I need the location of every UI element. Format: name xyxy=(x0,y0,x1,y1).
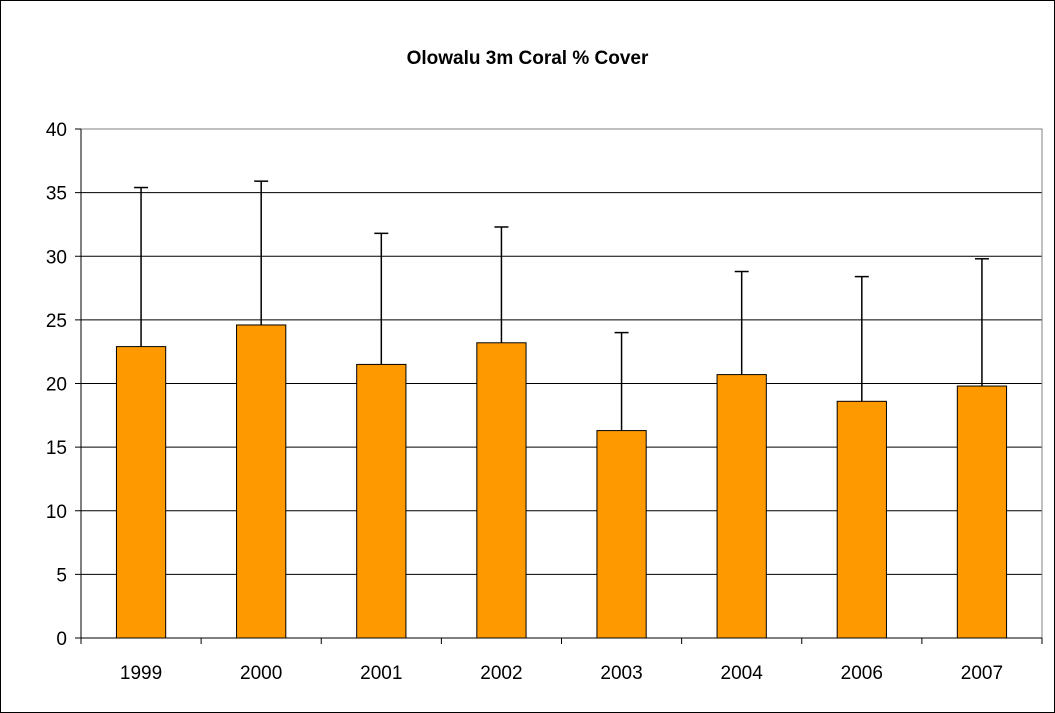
y-tick-label: 5 xyxy=(56,565,67,586)
y-tick-label: 25 xyxy=(46,311,67,332)
y-tick-label: 10 xyxy=(46,502,67,523)
bar xyxy=(836,400,887,639)
x-tick-label: 1999 xyxy=(120,663,162,684)
y-tick-label: 0 xyxy=(56,629,67,650)
y-tick-label: 40 xyxy=(46,120,67,141)
y-tick-label: 20 xyxy=(46,375,67,396)
x-tick-label: 2003 xyxy=(600,663,642,684)
bar xyxy=(476,342,527,639)
bar xyxy=(356,363,407,639)
x-tick-label: 2001 xyxy=(360,663,402,684)
y-tick-label: 35 xyxy=(46,184,67,205)
bar xyxy=(236,324,287,639)
y-tick-label: 15 xyxy=(46,438,67,459)
x-tick-label: 2002 xyxy=(480,663,522,684)
bar xyxy=(596,430,647,639)
x-tick-label: 2007 xyxy=(961,663,1003,684)
y-tick-label: 30 xyxy=(46,247,67,268)
bar xyxy=(115,346,167,639)
x-tick-label: 2006 xyxy=(841,663,883,684)
bar xyxy=(956,385,1008,639)
x-tick-label: 2000 xyxy=(240,663,282,684)
x-tick-label: 2004 xyxy=(721,663,764,684)
bar xyxy=(716,374,767,639)
chart-title: Olowalu 3m Coral % Cover xyxy=(406,48,649,69)
